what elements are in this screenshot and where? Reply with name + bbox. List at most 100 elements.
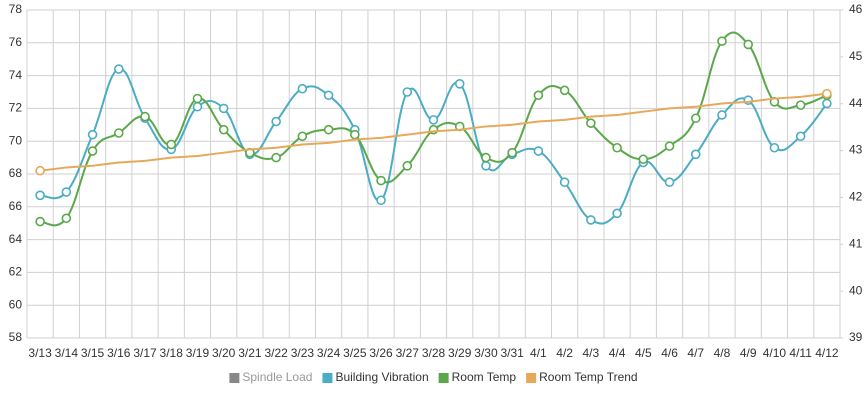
data-point bbox=[690, 149, 701, 160]
data-point bbox=[481, 161, 491, 171]
data-point bbox=[376, 195, 386, 206]
data-point bbox=[218, 103, 229, 114]
x-tick-label: 4/11 bbox=[789, 346, 812, 360]
x-tick-label: 4/10 bbox=[763, 346, 787, 360]
x-tick-label: 4/8 bbox=[714, 346, 731, 360]
x-tick-label: 4/7 bbox=[687, 346, 704, 360]
x-tick-label: 4/1 bbox=[530, 346, 547, 360]
x-tick-label: 3/13 bbox=[28, 346, 52, 360]
data-point bbox=[822, 98, 832, 109]
data-point bbox=[612, 208, 622, 219]
legend: Spindle Load Building Vibration Room Temp R… bbox=[229, 370, 638, 384]
y-tick-label: 70 bbox=[9, 133, 23, 147]
y2-tick-label: 45 bbox=[849, 49, 863, 63]
legend-swatch bbox=[526, 373, 537, 383]
data-point bbox=[559, 85, 570, 96]
data-point bbox=[690, 113, 701, 124]
data-point bbox=[559, 177, 570, 187]
x-tick-label: 3/21 bbox=[238, 346, 262, 360]
x-tick-label: 3/16 bbox=[107, 346, 131, 360]
data-point bbox=[323, 90, 334, 101]
y-tick-label: 76 bbox=[9, 35, 23, 49]
x-tick-label: 4/3 bbox=[583, 346, 600, 360]
y2-tick-label: 39 bbox=[849, 330, 863, 344]
legend-swatch bbox=[322, 373, 333, 383]
data-point bbox=[769, 142, 780, 153]
data-point bbox=[35, 216, 45, 227]
x-tick-label: 4/4 bbox=[609, 346, 626, 360]
data-point bbox=[717, 36, 727, 46]
legend-label: Room Temp Trend bbox=[539, 370, 638, 384]
x-tick-label: 3/22 bbox=[264, 346, 288, 360]
x-tick-label: 4/2 bbox=[556, 346, 573, 360]
series-line bbox=[39, 92, 828, 172]
x-tick-label: 3/30 bbox=[474, 346, 498, 360]
data-point bbox=[533, 90, 544, 101]
x-tick-label: 3/17 bbox=[133, 346, 157, 360]
y2-tick-label: 44 bbox=[849, 96, 863, 110]
data-point bbox=[35, 165, 45, 176]
data-point bbox=[192, 101, 203, 112]
data-point bbox=[481, 152, 491, 163]
y-tick-label: 62 bbox=[9, 265, 23, 279]
x-tick-label: 3/20 bbox=[212, 346, 236, 360]
data-point bbox=[664, 141, 675, 151]
y2-tick-label: 41 bbox=[849, 236, 863, 250]
y2-tick-label: 40 bbox=[849, 283, 863, 297]
data-point bbox=[218, 124, 229, 135]
x-tick-label: 4/5 bbox=[635, 346, 652, 360]
data-point bbox=[586, 215, 596, 225]
data-point bbox=[795, 100, 806, 110]
data-point bbox=[795, 131, 806, 142]
x-tick-label: 3/28 bbox=[422, 346, 446, 360]
legend-label: Spindle Load bbox=[242, 370, 312, 384]
legend-swatch bbox=[229, 373, 240, 383]
data-point bbox=[717, 110, 727, 120]
y-tick-label: 66 bbox=[9, 199, 23, 213]
y-tick-label: 64 bbox=[9, 232, 23, 246]
x-tick-label: 3/29 bbox=[448, 346, 472, 360]
x-tick-label: 4/12 bbox=[815, 346, 839, 360]
data-point bbox=[533, 146, 544, 156]
x-tick-label: 3/31 bbox=[500, 346, 524, 360]
y-tick-label: 68 bbox=[9, 166, 23, 180]
data-point bbox=[35, 190, 45, 201]
data-point bbox=[113, 64, 124, 74]
x-tick-label: 3/15 bbox=[81, 346, 105, 360]
x-tick-label: 3/25 bbox=[343, 346, 367, 360]
x-tick-label: 3/23 bbox=[291, 346, 315, 360]
x-tick-label: 3/24 bbox=[317, 346, 341, 360]
x-tick-label: 3/18 bbox=[160, 346, 184, 360]
data-point bbox=[376, 175, 386, 186]
data-point bbox=[323, 124, 334, 135]
x-tick-label: 3/27 bbox=[396, 346, 420, 360]
data-point bbox=[507, 147, 517, 158]
data-point bbox=[87, 146, 98, 156]
y2-tick-label: 42 bbox=[849, 190, 863, 204]
y-tick-label: 74 bbox=[9, 68, 23, 82]
y2-tick-label: 46 bbox=[849, 2, 863, 16]
data-point bbox=[87, 129, 98, 140]
data-point bbox=[350, 129, 360, 140]
legend-label: Building Vibration bbox=[335, 370, 428, 384]
x-tick-label: 4/6 bbox=[661, 346, 678, 360]
x-tick-label: 3/26 bbox=[369, 346, 393, 360]
y-tick-label: 58 bbox=[9, 330, 23, 344]
y2-tick-label: 43 bbox=[849, 143, 863, 157]
data-point bbox=[612, 142, 622, 153]
data-point bbox=[454, 79, 465, 89]
data-point bbox=[61, 213, 72, 224]
data-point bbox=[271, 116, 281, 127]
data-point bbox=[113, 128, 124, 138]
x-tick-label: 3/14 bbox=[55, 346, 79, 360]
legend-swatch bbox=[438, 373, 449, 383]
data-point bbox=[402, 87, 413, 97]
data-point bbox=[402, 161, 413, 171]
data-point bbox=[140, 111, 150, 122]
data-point bbox=[297, 83, 308, 94]
data-point bbox=[743, 39, 754, 50]
data-point bbox=[271, 152, 281, 163]
x-tick-label: 3/19 bbox=[186, 346, 210, 360]
y-tick-label: 60 bbox=[9, 297, 23, 311]
